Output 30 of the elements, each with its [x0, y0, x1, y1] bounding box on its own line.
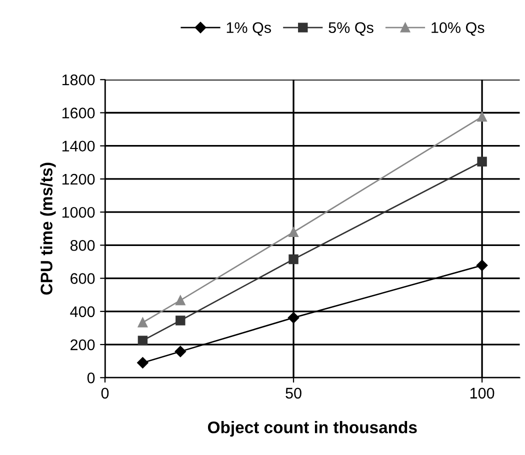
legend-label: 1% Qs	[226, 22, 272, 36]
point	[288, 227, 298, 237]
y-tick-label: 1800	[62, 74, 95, 86]
point	[176, 295, 186, 306]
y-tick-label: 1200	[62, 174, 95, 185]
y-tick-label: 400	[70, 306, 95, 318]
x-tick-label: 0	[101, 388, 109, 399]
point	[477, 112, 487, 122]
point	[176, 316, 186, 326]
x-axis-title: Object count in thousands	[208, 421, 417, 437]
point	[174, 346, 186, 358]
x-tick-label: 50	[286, 388, 302, 399]
y-tick-label: 200	[70, 339, 95, 350]
point	[477, 156, 487, 166]
y-tick-label: 0	[87, 372, 95, 384]
point	[137, 357, 148, 368]
point	[288, 254, 298, 264]
point	[138, 336, 148, 346]
x-tick-label: 100	[470, 388, 494, 399]
legend-label: 5% Qs	[328, 22, 374, 36]
y-tick-label: 800	[70, 240, 95, 251]
y-tick-label: 600	[70, 273, 95, 284]
point	[288, 312, 300, 324]
point	[138, 318, 148, 328]
point	[476, 260, 488, 271]
legend-label: 10% Qs	[432, 22, 484, 36]
y-tick-label: 1400	[62, 140, 95, 152]
y-tick-label: 1000	[62, 206, 95, 218]
y-tick-label: 1600	[62, 108, 95, 118]
y-axis-title: CPU time (ms/ts)	[40, 162, 56, 295]
